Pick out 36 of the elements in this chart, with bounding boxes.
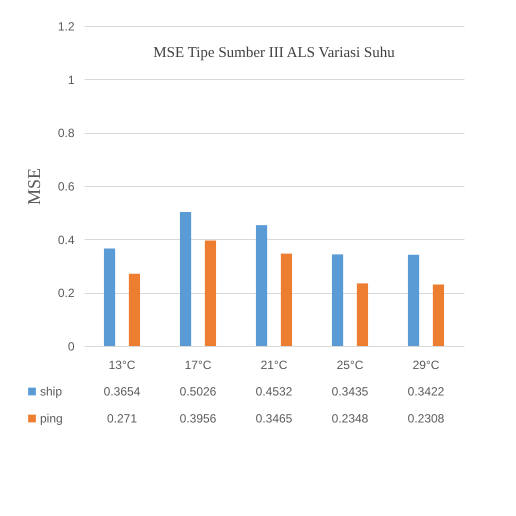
bar <box>104 248 116 346</box>
y-tick-label: 0 <box>68 340 75 354</box>
text: MSE Tipe Sumber III ALS Variasi Suhu <box>153 45 396 61</box>
data-label: 0.3956 <box>180 412 217 426</box>
legend-label: ping <box>40 412 63 426</box>
data-label: 0.2308 <box>408 412 445 426</box>
bar <box>332 254 344 346</box>
bar <box>356 283 368 346</box>
y-axis-title: MSE <box>24 168 44 206</box>
y-tick-label: 1.2 <box>58 20 75 34</box>
x-tick-label: 29°C <box>412 358 440 372</box>
x-tick-label: 25°C <box>336 358 364 372</box>
y-tick-label: 0.8 <box>58 126 75 140</box>
bar <box>408 254 420 346</box>
bar <box>204 240 216 346</box>
x-tick-label: 21°C <box>260 358 288 372</box>
data-label: 0.3654 <box>104 384 141 398</box>
bar <box>432 284 444 346</box>
data-label: 0.3422 <box>408 384 445 398</box>
data-label: 0.4532 <box>256 384 293 398</box>
y-tick-label: 0.4 <box>58 232 75 247</box>
y-tick-label: 0.2 <box>58 286 75 300</box>
legend-label: ship <box>40 384 62 398</box>
x-tick-label: 13°C <box>108 358 136 372</box>
data-label: 0.2348 <box>332 412 369 426</box>
data-label: 0.3465 <box>256 412 293 426</box>
x-tick-label: 17°C <box>184 358 212 372</box>
y-tick-label: 1 <box>68 72 75 87</box>
data-label: 0.271 <box>106 412 138 426</box>
bar <box>180 212 192 346</box>
bar <box>128 274 140 346</box>
data-label: 0.5026 <box>180 384 217 398</box>
y-tick-label: 0.6 <box>58 180 75 194</box>
bar <box>256 225 268 346</box>
data-label: 0.3435 <box>332 384 369 398</box>
bar <box>280 254 292 346</box>
